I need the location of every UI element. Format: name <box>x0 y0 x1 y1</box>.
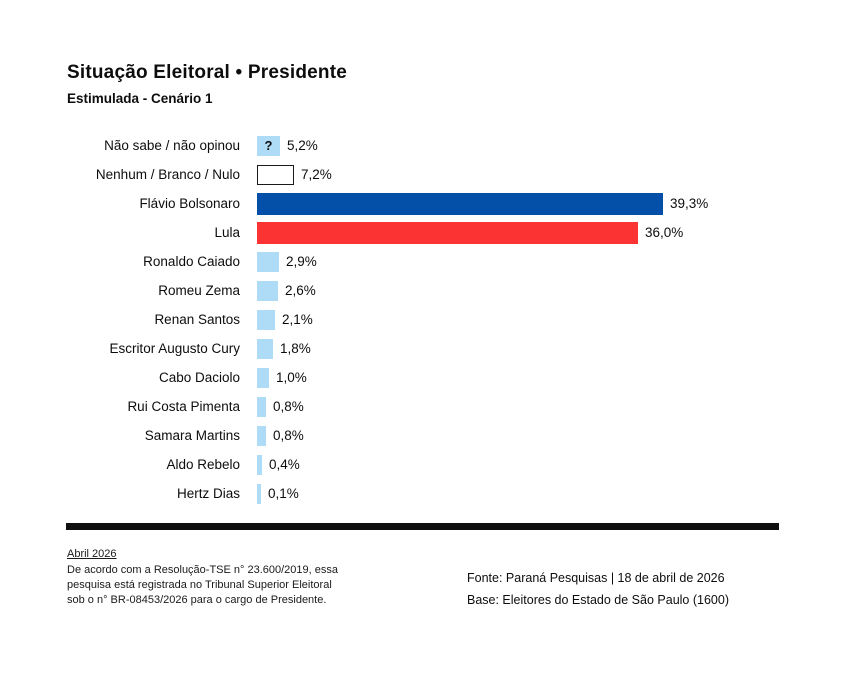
bar-value: 5,2% <box>287 138 318 153</box>
bar-value: 2,1% <box>282 312 313 327</box>
bar-value: 1,8% <box>280 341 311 356</box>
bar-value: 0,4% <box>269 457 300 472</box>
bar-light <box>257 396 266 417</box>
base-line: Base: Eleitores do Estado de São Paulo (… <box>467 592 729 607</box>
chart-row: Não sabe / não opinou? 5,2% <box>0 131 844 160</box>
bar-question: ? <box>257 135 280 156</box>
chart-row: Rui Costa Pimenta 0,8% <box>0 392 844 421</box>
registration-note-line: sob o n° BR-08453/2026 para o cargo de P… <box>67 594 327 606</box>
chart-row: Nenhum / Branco / Nulo 7,2% <box>0 160 844 189</box>
chart-row: Hertz Dias 0,1% <box>0 479 844 508</box>
bar-light <box>257 483 261 504</box>
bar-label: Não sabe / não opinou <box>104 138 240 153</box>
chart-row: Escritor Augusto Cury 1,8% <box>0 334 844 363</box>
chart-row: Samara Martins 0,8% <box>0 421 844 450</box>
bar-value: 7,2% <box>301 167 332 182</box>
footnote-block: Abril 2026 De acordo com a Resolução-TSE… <box>67 547 338 608</box>
bar-label: Nenhum / Branco / Nulo <box>95 167 240 182</box>
chart-row: Lula 36,0% <box>0 218 844 247</box>
bar-light <box>257 367 269 388</box>
bar-light <box>257 280 278 301</box>
bar-value: 36,0% <box>645 225 684 240</box>
bar-label: Renan Santos <box>154 312 240 327</box>
bar-label: Flávio Bolsonaro <box>139 196 240 211</box>
bar-track <box>257 309 275 330</box>
bar-track <box>257 192 663 215</box>
page-subtitle: Estimulada - Cenário 1 <box>67 91 213 106</box>
bar-track <box>257 483 261 504</box>
bar-track <box>257 425 266 446</box>
bar-label: Aldo Rebelo <box>166 457 240 472</box>
registration-note: De acordo com a Resolução-TSE n° 23.600/… <box>67 563 338 608</box>
bar-track <box>257 338 273 359</box>
question-mark-icon: ? <box>264 138 273 153</box>
chart-row: Flávio Bolsonaro 39,3% <box>0 189 844 218</box>
bar-value: 1,0% <box>276 370 307 385</box>
bar-track <box>257 396 266 417</box>
bar-track <box>257 251 279 272</box>
chart-row: Ronaldo Caiado 2,9% <box>0 247 844 276</box>
bar-label: Lula <box>214 225 240 240</box>
bar-light <box>257 251 279 272</box>
footer-divider <box>66 523 779 530</box>
bar-track: ? <box>257 135 280 156</box>
bar-track <box>257 221 638 244</box>
bar-label: Samara Martins <box>144 428 240 443</box>
bar-value: 39,3% <box>670 196 709 211</box>
bar-value: 0,8% <box>273 399 304 414</box>
bar-value: 0,1% <box>268 486 299 501</box>
bar-light <box>257 309 275 330</box>
registration-note-line: De acordo com a Resolução-TSE n° 23.600/… <box>67 564 338 576</box>
bar-track <box>257 454 262 475</box>
bar-label: Ronaldo Caiado <box>143 254 240 269</box>
bar-track <box>257 367 269 388</box>
chart-row: Aldo Rebelo 0,4% <box>0 450 844 479</box>
bar-light <box>257 454 262 475</box>
bar-label: Rui Costa Pimenta <box>127 399 240 414</box>
bar-value: 2,9% <box>286 254 317 269</box>
bar-blue <box>257 192 663 215</box>
source-line: Fonte: Paraná Pesquisas | 18 de abril de… <box>467 571 725 585</box>
page-title: Situação Eleitoral • Presidente <box>67 62 348 83</box>
chart-row: Cabo Daciolo 1,0% <box>0 363 844 392</box>
bar-outline <box>257 164 294 185</box>
bar-label: Cabo Daciolo <box>158 370 240 385</box>
bar-track <box>257 280 278 301</box>
bar-light <box>257 338 273 359</box>
bar-value: 2,6% <box>285 283 316 298</box>
bar-label: Hertz Dias <box>176 486 240 501</box>
bar-label: Romeu Zema <box>158 283 240 298</box>
survey-period: Abril 2026 <box>67 548 117 560</box>
bar-red <box>257 221 638 244</box>
bar-track <box>257 164 294 185</box>
source-block: Fonte: Paraná Pesquisas | 18 de abril de… <box>467 568 729 611</box>
bar-value: 0,8% <box>273 428 304 443</box>
bar-chart: Não sabe / não opinou? 5,2% Nenhum / Branc… <box>0 131 844 508</box>
registration-note-line: pesquisa está registrada no Tribunal Sup… <box>67 579 332 591</box>
bar-label: Escritor Augusto Cury <box>109 341 240 356</box>
chart-row: Renan Santos 2,1% <box>0 305 844 334</box>
bar-light <box>257 425 266 446</box>
chart-row: Romeu Zema 2,6% <box>0 276 844 305</box>
